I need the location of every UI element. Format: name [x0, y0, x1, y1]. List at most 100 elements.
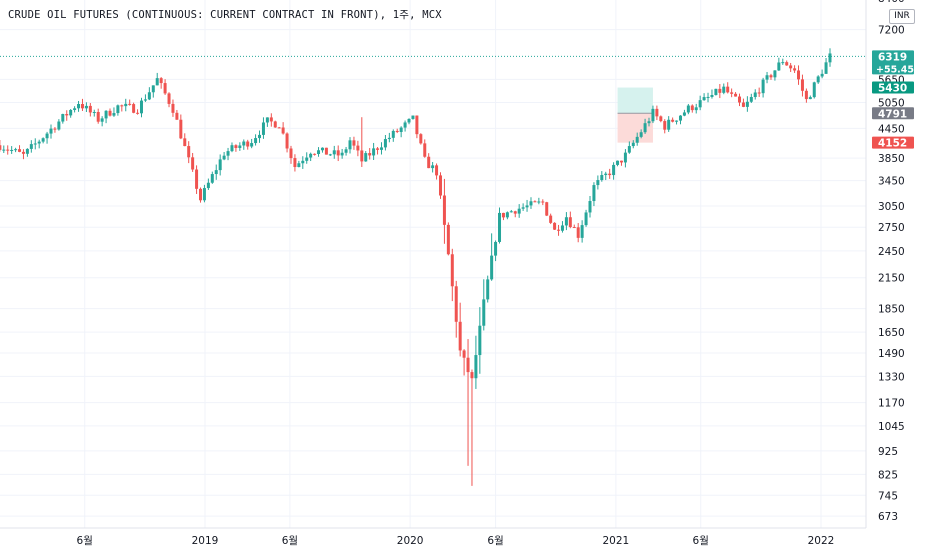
candle-body — [714, 88, 718, 95]
long-position-tool[interactable] — [617, 87, 653, 143]
candle-body — [411, 115, 415, 119]
currency-label[interactable]: INR — [889, 9, 915, 24]
time-axis[interactable]: 6월 2019 6월 2020 6월 2021 6월 2022 — [0, 527, 866, 547]
candle-body — [596, 180, 600, 186]
candle-body — [214, 170, 218, 175]
candle-body — [509, 211, 513, 213]
candle-body — [553, 222, 557, 230]
candle-body — [498, 212, 502, 242]
candle-body — [706, 96, 710, 98]
candle-body — [501, 212, 505, 218]
last-price-label-bg — [872, 50, 914, 75]
candle-body — [576, 227, 580, 238]
candle-body — [383, 139, 387, 148]
candle-body — [521, 207, 525, 209]
price-tick-label: 1850 — [878, 304, 905, 316]
candle-body — [356, 145, 360, 151]
candle-body — [651, 108, 655, 122]
target-price-label-bg — [872, 81, 914, 94]
candle-body — [793, 68, 797, 71]
candle-body — [741, 102, 745, 107]
last-price-label: 6319 — [878, 51, 907, 63]
candle-body — [269, 117, 273, 122]
candle-body — [328, 154, 332, 156]
time-tick-label: 6월 — [487, 535, 503, 547]
candle-body — [10, 149, 14, 151]
candle-body — [175, 112, 179, 120]
candle-body — [258, 134, 262, 139]
candle-body — [112, 113, 116, 116]
candle-body — [816, 76, 820, 83]
candle-body — [360, 150, 364, 162]
candle-body — [753, 92, 757, 98]
candle-body — [116, 105, 120, 114]
candle-body — [309, 153, 313, 158]
candle-body — [694, 107, 698, 111]
candle-body — [797, 70, 801, 80]
price-axis[interactable]: 8400720056505050445038503450305027502450… — [865, 0, 905, 528]
candle-body — [804, 90, 808, 100]
candle-body — [218, 159, 222, 171]
time-tick-label: 6월 — [77, 535, 93, 547]
candle-body — [136, 112, 140, 114]
candle-body — [655, 108, 659, 117]
candle-body — [568, 217, 572, 228]
candle-body — [722, 86, 726, 93]
target-price-label: 5430 — [878, 83, 907, 95]
candle-body — [730, 92, 734, 94]
candle-body — [513, 211, 517, 214]
candle-body — [580, 225, 584, 238]
candle-body — [466, 357, 470, 373]
candle-body — [431, 165, 435, 169]
candle-body — [678, 115, 682, 121]
candle-body — [442, 195, 446, 225]
candle-body — [45, 133, 49, 139]
candle-body — [616, 160, 620, 165]
candle-body — [769, 75, 773, 78]
candle-body — [285, 133, 289, 149]
candle-body — [639, 132, 643, 137]
candle-body — [281, 127, 285, 134]
price-tick-label: 8400 — [878, 0, 905, 5]
candle-body — [305, 157, 309, 161]
candle-body — [592, 185, 596, 202]
price-tick-label: 4450 — [878, 123, 905, 135]
stop-price-label-bg — [872, 136, 914, 149]
candle-body — [344, 149, 348, 153]
candle-body — [100, 118, 104, 122]
candle-body — [230, 145, 234, 152]
candle-body — [474, 355, 478, 379]
candle-body — [808, 97, 812, 100]
candle-body — [202, 188, 206, 201]
candle-body — [698, 100, 702, 108]
candle-body — [57, 121, 61, 130]
candle-body — [364, 153, 368, 162]
candle-body — [132, 104, 136, 113]
candle-body — [824, 62, 828, 74]
candle-body — [820, 73, 824, 77]
candle-body — [120, 105, 124, 107]
price-tick-label: 5050 — [878, 97, 905, 109]
candle-body — [0, 145, 2, 150]
price-tick-label: 1170 — [878, 398, 905, 410]
candle-body — [572, 227, 576, 229]
entry-price-label: 4791 — [878, 108, 907, 120]
candle-body — [415, 115, 419, 135]
time-tick-label: 2019 — [192, 535, 219, 547]
price-tick-label: 1490 — [878, 348, 905, 360]
candle-body — [812, 82, 816, 98]
candle-body — [2, 149, 6, 151]
candle-body — [612, 164, 616, 176]
candle-body — [21, 151, 25, 154]
candle-body — [128, 103, 132, 105]
candle-body — [289, 148, 293, 159]
symbol-title[interactable]: CRUDE OIL FUTURES (CONTINUOUS: CURRENT C… — [8, 9, 442, 21]
candle-body — [773, 70, 777, 78]
stop-price-label: 4152 — [878, 138, 907, 150]
candle-body — [37, 141, 41, 144]
price-tick-label: 3050 — [878, 201, 905, 213]
candle-body — [391, 130, 395, 138]
candle-body — [557, 229, 561, 231]
candle-body — [25, 148, 29, 154]
